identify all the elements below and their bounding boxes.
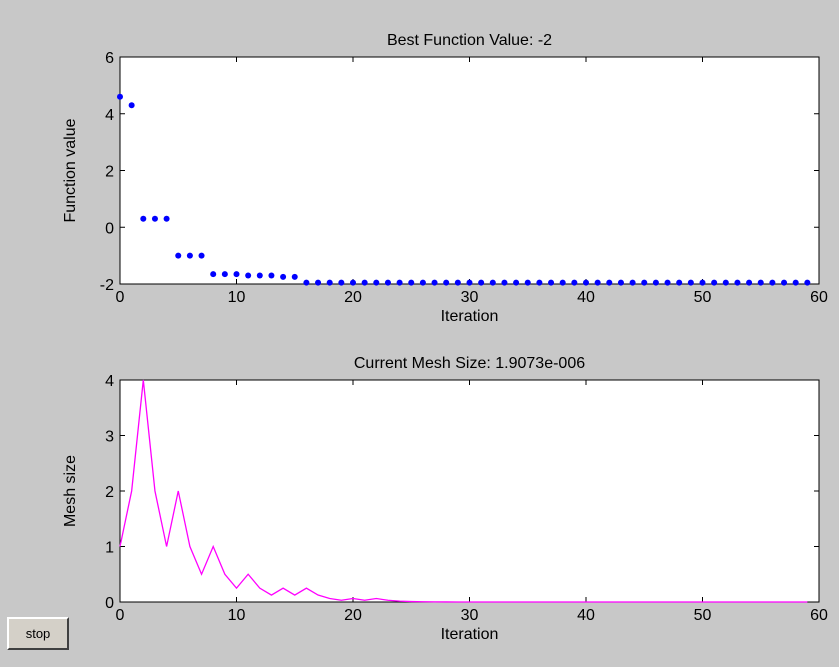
mesh-x-tick-label: 60	[810, 607, 828, 624]
fv-data-point	[548, 279, 555, 286]
mesh-x-tick-label: 40	[577, 607, 595, 624]
fv-data-point	[664, 279, 671, 286]
fv-data-point	[571, 279, 578, 286]
fv-chart-title: Best Function Value: -2	[387, 32, 552, 49]
fv-data-point	[384, 279, 391, 286]
fv-data-point	[466, 279, 473, 286]
fv-data-point	[781, 279, 788, 286]
fv-data-point	[524, 279, 531, 286]
fv-x-tick-label: 10	[228, 289, 246, 306]
fv-data-point	[186, 252, 193, 259]
fv-x-tick-label: 0	[116, 289, 125, 306]
fv-y-tick-label: -2	[100, 277, 114, 294]
fv-data-point	[396, 279, 403, 286]
fv-x-tick-label: 60	[810, 289, 828, 306]
fv-data-point	[268, 272, 275, 279]
mesh-series-line	[119, 379, 808, 603]
fv-data-point	[431, 279, 438, 286]
fv-data-point	[151, 215, 158, 222]
mesh-x-tick-label: 50	[694, 607, 712, 624]
fv-y-tick-label: 0	[105, 220, 114, 237]
fv-data-point	[221, 271, 228, 278]
fv-data-point	[699, 279, 706, 286]
fv-data-point	[711, 279, 718, 286]
fv-data-point	[140, 215, 147, 222]
fv-data-point	[617, 279, 624, 286]
fv-data-point	[478, 279, 485, 286]
fv-data-point	[280, 273, 287, 280]
mesh-y-tick-label: 1	[105, 540, 114, 557]
fv-data-point	[629, 279, 636, 286]
fv-data-point	[583, 279, 589, 286]
fv-data-point	[594, 279, 601, 286]
fv-data-point	[338, 279, 345, 286]
fv-data-point	[373, 279, 380, 286]
fv-data-point	[676, 279, 683, 286]
fv-data-point	[210, 271, 217, 278]
fv-data-point	[454, 279, 461, 286]
mesh-y-tick-label: 0	[105, 595, 114, 612]
mesh-x-tick-label: 20	[344, 607, 362, 624]
fv-x-tick-label: 20	[344, 289, 362, 306]
stop-button[interactable]: stop	[7, 617, 69, 650]
fv-y-tick-label: 2	[105, 164, 114, 181]
fv-data-point	[804, 279, 811, 286]
fv-data-point	[734, 279, 741, 286]
fv-data-point	[128, 102, 135, 109]
fv-data-point	[652, 279, 659, 286]
fv-data-point	[117, 93, 123, 100]
fv-data-point	[198, 252, 205, 259]
fv-data-point	[291, 273, 298, 280]
fv-data-point	[757, 279, 764, 286]
fv-data-point	[315, 279, 322, 286]
mesh-x-tick-label: 30	[461, 607, 479, 624]
fv-x-axis-label: Iteration	[441, 308, 499, 325]
fv-data-point	[501, 279, 508, 286]
fv-data-point	[641, 279, 648, 286]
mesh-y-tick-label: 4	[105, 373, 114, 390]
fv-data-point	[792, 279, 799, 286]
fv-data-point	[443, 279, 450, 286]
mesh-x-tick-label: 0	[116, 607, 125, 624]
mesh-y-tick-label: 3	[105, 429, 114, 446]
fv-data-point	[245, 272, 252, 279]
fv-data-point	[256, 272, 263, 279]
mesh-x-axis-label: Iteration	[441, 626, 499, 643]
fv-data-point	[559, 279, 566, 286]
fv-data-point	[687, 279, 694, 286]
fv-data-point	[408, 279, 415, 286]
fv-data-point	[536, 279, 543, 286]
fv-data-point	[513, 279, 520, 286]
mesh-y-axis-label: Mesh size	[62, 455, 79, 527]
fv-data-point	[722, 279, 729, 286]
fv-data-point	[769, 279, 776, 286]
fv-data-point	[350, 279, 356, 286]
fv-axes-box	[119, 56, 820, 285]
mesh-chart-title: Current Mesh Size: 1.9073e-006	[354, 355, 585, 372]
fv-y-tick-label: 4	[105, 107, 114, 124]
fv-data-point	[233, 271, 240, 278]
fv-data-point	[326, 279, 333, 286]
fv-data-point	[303, 279, 310, 286]
mesh-x-tick-label: 10	[228, 607, 246, 624]
fv-x-tick-label: 50	[694, 289, 712, 306]
fv-data-point	[746, 279, 753, 286]
fv-y-axis-label: Function value	[62, 118, 79, 222]
fv-y-tick-label: 6	[105, 50, 114, 67]
fv-x-tick-label: 40	[577, 289, 595, 306]
fv-data-point	[175, 252, 182, 259]
mesh-axes-box	[119, 379, 820, 603]
fv-data-point	[606, 279, 613, 286]
mesh-size-chart: 0 10 20 30 40 50 60 0 1 2 3 4 Current Mesh Size: 1.9…	[62, 355, 828, 643]
fv-data-point	[489, 279, 496, 286]
fv-data-point	[361, 279, 368, 286]
fv-data-point	[163, 215, 170, 222]
fv-data-point	[419, 279, 426, 286]
fv-x-tick-label: 30	[461, 289, 479, 306]
mesh-y-tick-label: 2	[105, 484, 114, 501]
